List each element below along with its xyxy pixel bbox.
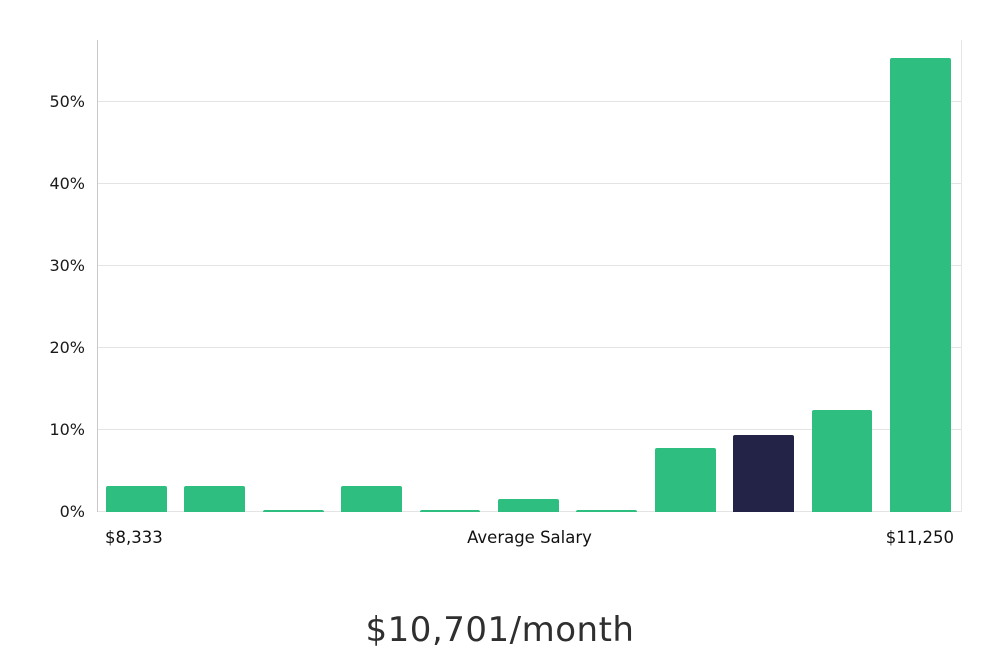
- plot-area: [97, 40, 962, 512]
- gridline-30: [98, 265, 961, 267]
- bar-3: [341, 485, 403, 512]
- bar-5: [498, 498, 559, 512]
- y-tick-label-20: 20%: [49, 338, 85, 358]
- bar-1: [184, 485, 246, 512]
- y-tick-label-50: 50%: [49, 92, 85, 112]
- bar-9: [811, 410, 873, 512]
- bar-2: [262, 509, 324, 512]
- bar-0: [106, 485, 167, 512]
- y-tick-label-0: 0%: [59, 502, 85, 521]
- gridline-10: [98, 429, 961, 431]
- bar-6: [576, 509, 638, 512]
- y-tick-label-30: 30%: [49, 256, 85, 276]
- bar-10: [890, 58, 951, 512]
- x-tick-min-label: $8,333: [105, 528, 163, 547]
- y-tick-label-10: 10%: [49, 420, 85, 440]
- highlighted-bar: [733, 434, 795, 512]
- x-tick-max-label: $11,250: [885, 528, 954, 547]
- y-axis: 0% 10% 20% 30% 40% 50%: [3, 40, 85, 521]
- bars-container: [98, 40, 961, 512]
- plot-wrap: 0% 10% 20% 30% 40% 50% $8,333 Average Salary …: [49, 40, 962, 547]
- x-axis: $8,333 Average Salary $11,250: [97, 528, 962, 552]
- gridline-50: [98, 101, 961, 103]
- bar-7: [654, 448, 716, 512]
- gridline-40: [98, 183, 961, 185]
- bar-4: [419, 509, 481, 512]
- y-tick-label-40: 40%: [49, 174, 85, 194]
- average-salary-title: $10,701/month: [365, 610, 635, 650]
- gridline-20: [98, 347, 961, 349]
- x-axis-title: Average Salary: [467, 528, 592, 547]
